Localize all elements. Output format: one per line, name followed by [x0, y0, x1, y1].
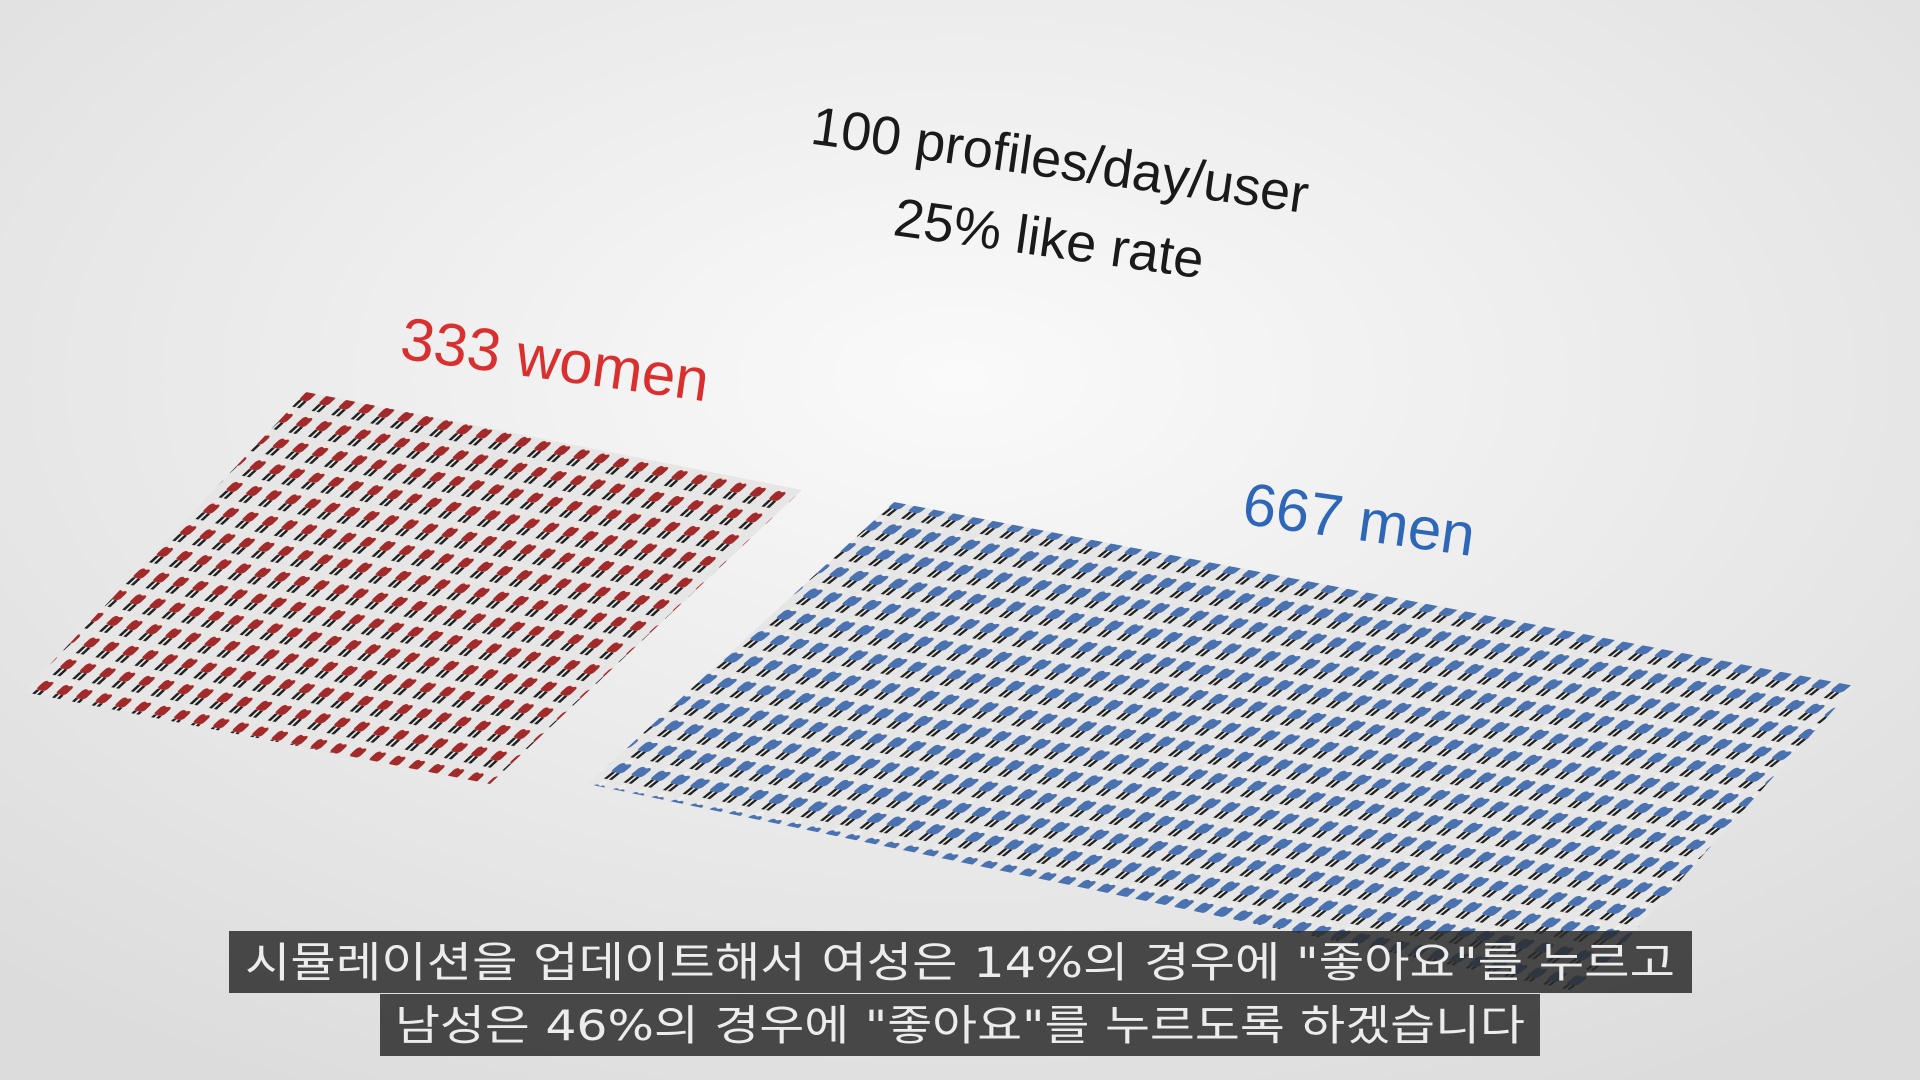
subtitle-line: 시뮬레이션을 업데이트해서 여성은 14%의 경우에 "좋아요"를 누르고 [245, 938, 1675, 987]
men-crowd [588, 502, 1855, 992]
women-crowd [24, 392, 802, 784]
subtitle-box [229, 931, 1692, 993]
subtitle-line: 남성은 46%의 경우에 "좋아요"를 누르도록 하겠습니다 [395, 1001, 1525, 1050]
subtitle-box [380, 994, 1540, 1056]
